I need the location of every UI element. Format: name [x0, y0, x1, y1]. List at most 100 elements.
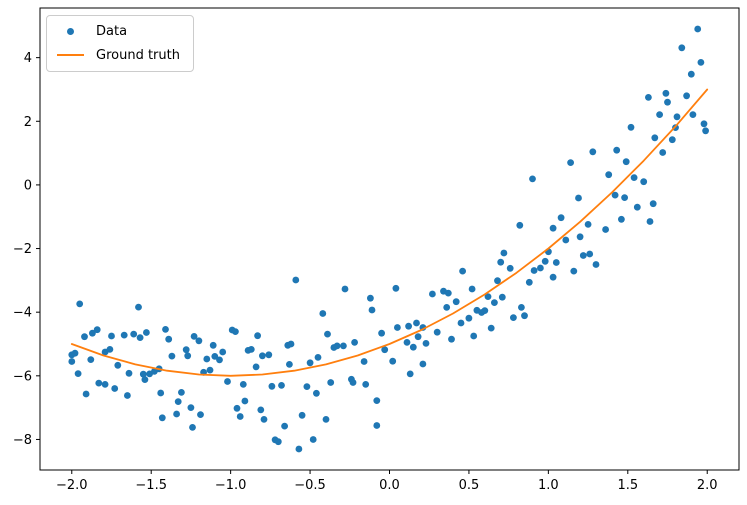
- data-point: [101, 381, 109, 388]
- data-point: [239, 381, 247, 388]
- data-point: [403, 339, 411, 346]
- data-point: [252, 363, 260, 371]
- data-point: [111, 385, 119, 392]
- data-point: [668, 136, 676, 144]
- data-point: [702, 127, 709, 135]
- data-point: [187, 404, 195, 411]
- ground-truth-line-icon: [56, 54, 84, 56]
- y-tick-label: 0: [24, 178, 32, 193]
- data-point: [570, 267, 578, 275]
- data-point: [314, 354, 322, 361]
- data-point: [108, 332, 115, 340]
- data-point: [114, 361, 122, 369]
- data-point: [494, 277, 501, 285]
- data-point: [557, 214, 565, 222]
- data-point: [584, 221, 592, 228]
- data-point: [549, 224, 557, 232]
- data-point: [303, 383, 311, 390]
- data-point: [349, 379, 357, 386]
- data-point: [443, 304, 451, 311]
- data-point: [640, 178, 648, 186]
- x-tick-label: 1.5: [617, 478, 638, 493]
- y-tick-label: −8: [13, 433, 32, 448]
- data-point: [575, 194, 582, 202]
- data-point: [541, 257, 549, 265]
- data-point: [236, 413, 244, 420]
- data-point: [265, 351, 273, 359]
- data-point: [481, 307, 489, 314]
- legend-item-data: Data: [53, 21, 185, 41]
- data-point: [182, 346, 190, 354]
- x-tick-label: −2.0: [56, 478, 88, 493]
- data-point: [216, 356, 223, 364]
- data-point: [298, 411, 306, 419]
- data-point: [687, 70, 695, 78]
- data-point: [468, 285, 476, 293]
- data-point: [689, 111, 697, 118]
- data-point: [579, 252, 587, 259]
- data-point: [433, 328, 441, 336]
- data-point: [659, 149, 667, 156]
- data-point: [241, 397, 249, 405]
- data-point: [422, 340, 430, 347]
- data-point: [448, 335, 455, 343]
- data-point: [373, 397, 381, 404]
- data-point: [93, 326, 101, 334]
- data-point: [168, 352, 176, 360]
- data-point: [106, 346, 114, 353]
- data-point: [368, 306, 376, 314]
- data-point: [510, 314, 517, 321]
- data-point: [206, 366, 214, 374]
- data-point: [324, 330, 331, 338]
- data-point: [71, 349, 79, 357]
- data-point: [429, 290, 436, 298]
- data-point: [530, 267, 538, 274]
- data-point: [487, 324, 495, 332]
- data-point: [537, 264, 544, 272]
- data-point: [313, 389, 320, 397]
- data-point: [135, 303, 142, 311]
- data-point: [211, 353, 219, 360]
- plot-frame: [39, 7, 740, 471]
- data-point: [611, 191, 619, 199]
- data-point: [697, 59, 705, 66]
- data-point: [158, 414, 166, 422]
- data-point: [406, 370, 414, 378]
- data-point: [319, 310, 327, 317]
- data-point: [306, 359, 314, 367]
- data-point: [260, 416, 268, 423]
- data-point: [633, 203, 641, 211]
- data-point: [125, 369, 133, 377]
- data-point: [500, 249, 508, 257]
- data-point: [224, 378, 231, 385]
- data-point: [136, 334, 144, 341]
- data-point: [567, 159, 574, 167]
- data-point: [516, 221, 524, 229]
- data-point: [394, 324, 401, 331]
- data-point: [465, 314, 473, 322]
- legend-handle: [53, 54, 87, 56]
- data-point: [173, 410, 181, 418]
- data-point: [362, 381, 370, 388]
- data-point: [95, 379, 103, 387]
- data-point: [673, 113, 681, 121]
- data-point: [124, 392, 131, 399]
- x-tick-label: −1.0: [215, 478, 247, 493]
- data-point: [627, 123, 635, 131]
- data-point: [630, 174, 638, 182]
- data-point: [645, 94, 652, 101]
- data-point: [457, 319, 465, 327]
- data-point: [157, 389, 165, 397]
- data-point: [586, 250, 594, 258]
- data-point: [678, 44, 686, 52]
- legend: Data Ground truth: [46, 15, 194, 72]
- data-point: [413, 319, 420, 327]
- data-point: [613, 146, 621, 154]
- data-point: [74, 370, 82, 377]
- data-point: [360, 358, 368, 365]
- data-point: [143, 329, 150, 336]
- y-tick-label: −6: [13, 369, 32, 384]
- data-point: [649, 200, 657, 208]
- data-point: [197, 411, 204, 418]
- data-point: [232, 328, 239, 335]
